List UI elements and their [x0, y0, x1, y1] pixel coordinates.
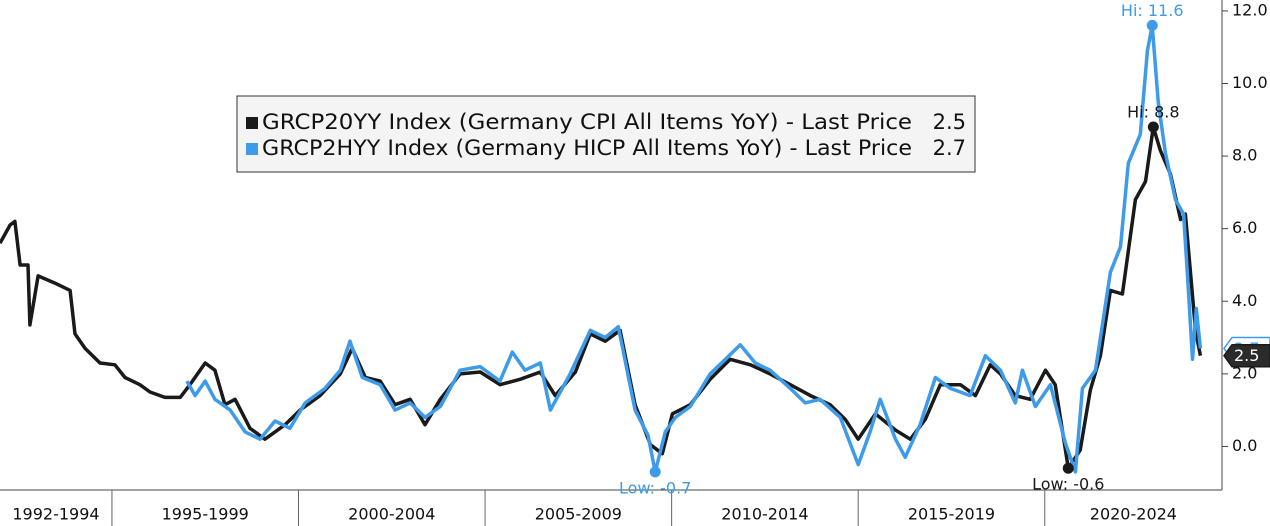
y-tick-label: 8.0: [1232, 146, 1257, 165]
annotation: Hi: 8.8: [1127, 103, 1179, 122]
annotation: Low: -0.6: [1032, 475, 1104, 494]
legend-label: GRCP2HYY Index (Germany HICP All Items Y…: [262, 136, 912, 160]
y-tick-label: 0.0: [1232, 436, 1257, 455]
legend-box: [236, 95, 976, 173]
annotation-dot: [1147, 121, 1159, 133]
tag-box: [1223, 343, 1270, 368]
y-tick-label: 6.0: [1232, 218, 1257, 237]
y-tick-label: 2.0: [1232, 363, 1257, 382]
y-tick-label: 12.0: [1232, 0, 1268, 19]
x-tick-label: 2000-2004: [348, 505, 435, 524]
x-tick-label: 2005-2009: [535, 505, 622, 524]
x-tick-label: 2020-2024: [1090, 505, 1177, 524]
legend-label: GRCP20YY Index (Germany CPI All Items Yo…: [262, 110, 912, 134]
x-tick-label: 2010-2014: [721, 505, 808, 524]
legend-swatch: [246, 143, 258, 155]
annotation-dot: [1062, 462, 1074, 474]
legend: GRCP20YY Index (Germany CPI All Items Yo…: [236, 95, 976, 173]
x-tick-label: 2015-2019: [908, 505, 995, 524]
legend-swatch: [246, 117, 258, 129]
line-series: [0, 125, 1203, 470]
legend-value: 2.7: [933, 136, 966, 160]
x-tick-label: 1992-1994: [12, 505, 99, 524]
x-tick-label: 1995-1999: [162, 505, 249, 524]
y-tick-label: 4.0: [1232, 291, 1257, 310]
annotation-dot: [649, 466, 661, 478]
annotation: Low: -0.7: [619, 478, 691, 497]
y-tick-label: 10.0: [1232, 73, 1268, 92]
annotation: Hi: 11.6: [1121, 1, 1184, 20]
line-series: [185, 23, 1203, 474]
legend-value: 2.5: [933, 110, 966, 134]
last-price-tag: 2.5: [1223, 343, 1270, 368]
tag-label: 2.5: [1234, 346, 1259, 365]
annotation-dot: [1146, 19, 1158, 31]
